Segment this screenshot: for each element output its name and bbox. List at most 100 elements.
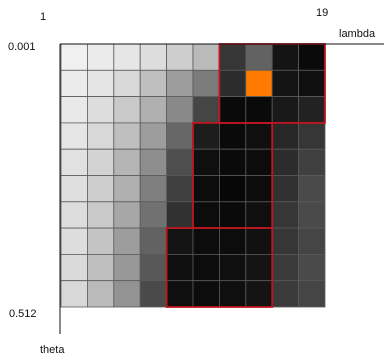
heatmap-cell — [113, 96, 141, 124]
heatmap-cell — [218, 227, 247, 255]
heatmap-cell — [192, 253, 220, 282]
heatmap-cell — [298, 201, 326, 229]
heatmap-cell — [139, 175, 167, 203]
heatmap-cell — [218, 43, 247, 71]
heatmap-cell — [218, 175, 247, 203]
y-start-label: 0.001 — [8, 41, 36, 53]
heatmap-cell — [245, 175, 273, 203]
heatmap-cell — [192, 280, 220, 308]
heatmap-cell — [166, 201, 194, 229]
heatmap-cell — [166, 280, 194, 308]
heatmap-cell — [113, 280, 141, 308]
heatmap-cell — [218, 96, 247, 124]
heatmap-cell — [192, 96, 220, 124]
heatmap-cell — [192, 148, 220, 176]
heatmap-cell — [139, 201, 167, 229]
heatmap-cell — [271, 122, 300, 150]
heatmap-cell — [166, 96, 194, 124]
heatmap-cell — [87, 122, 115, 150]
heatmap-cell — [166, 227, 194, 255]
heatmap-cell — [60, 122, 88, 150]
heatmap-cell — [87, 175, 115, 203]
heatmap-cell — [87, 148, 115, 176]
x-start-label: 1 — [40, 11, 46, 23]
heatmap-cell — [271, 280, 300, 308]
y-axis-title: theta — [40, 344, 65, 356]
heatmap-cell — [113, 201, 141, 229]
heatmap-cell — [245, 201, 273, 229]
heatmap-cell — [245, 43, 273, 71]
heatmap-cell — [113, 175, 141, 203]
heatmap-cell — [113, 227, 141, 255]
heatmap-cell — [218, 280, 247, 308]
heatmap-cell — [113, 253, 141, 282]
heatmap-cells — [60, 43, 326, 308]
heatmap-cell — [60, 96, 88, 124]
heatmap-cell — [87, 201, 115, 229]
heatmap-cell — [271, 148, 300, 176]
x-axis-title: lambda — [339, 28, 376, 40]
heatmap-cell — [166, 253, 194, 282]
x-end-label: 19 — [316, 7, 328, 19]
heatmap-cell — [245, 280, 273, 308]
heatmap-cell — [113, 148, 141, 176]
heatmap-cell — [271, 175, 300, 203]
heatmap-cell — [87, 96, 115, 124]
heatmap-cell — [245, 227, 273, 255]
heatmap-cell — [192, 43, 220, 71]
heatmap-cell — [218, 148, 247, 176]
heatmap-cell — [166, 175, 194, 203]
heatmap-cell — [139, 148, 167, 176]
heatmap-cell — [298, 122, 326, 150]
heatmap-cell — [87, 69, 115, 98]
heatmap-cell — [192, 201, 220, 229]
heatmap-cell — [87, 280, 115, 308]
heatmap-cell — [166, 122, 194, 150]
heatmap-cell — [166, 148, 194, 176]
heatmap-cell — [113, 43, 141, 71]
heatmap-cell — [271, 201, 300, 229]
heatmap-cell — [245, 148, 273, 176]
heatmap-cell — [139, 69, 167, 98]
heatmap-cell — [87, 227, 115, 255]
heatmap-cell — [245, 122, 273, 150]
heatmap-cell — [166, 69, 194, 98]
heatmap-cell — [113, 69, 141, 98]
heatmap-cell — [245, 96, 273, 124]
heatmap-cell — [60, 43, 88, 71]
heatmap-cell — [271, 253, 300, 282]
heatmap-cell — [113, 122, 141, 150]
heatmap-cell — [218, 122, 247, 150]
heatmap-cell — [271, 69, 300, 98]
heatmap-cell — [271, 96, 300, 124]
heatmap-cell — [139, 96, 167, 124]
heatmap-cell — [298, 175, 326, 203]
heatmap-cell — [60, 69, 88, 98]
heatmap-cell — [166, 43, 194, 71]
heatmap-cell — [218, 253, 247, 282]
heatmap-cell — [60, 253, 88, 282]
heatmap-cell — [298, 148, 326, 176]
heatmap-cell — [298, 280, 326, 308]
heatmap-cell — [218, 69, 247, 98]
heatmap-cell — [192, 227, 220, 255]
heatmap-cell — [271, 43, 300, 71]
heatmap-cell — [245, 253, 273, 282]
highlight-cell — [245, 69, 273, 98]
heatmap-cell — [60, 175, 88, 203]
heatmap-cell — [192, 69, 220, 98]
heatmap-cell — [218, 201, 247, 229]
heatmap-cell — [139, 253, 167, 282]
heatmap-cell — [87, 253, 115, 282]
heatmap-cell — [139, 43, 167, 71]
heatmap-cell — [87, 43, 115, 71]
heatmap-cell — [60, 201, 88, 229]
heatmap-cell — [298, 96, 326, 124]
heatmap-cell — [298, 43, 326, 71]
heatmap-cell — [298, 253, 326, 282]
y-end-label: 0.512 — [9, 308, 37, 320]
heatmap-cell — [298, 69, 326, 98]
heatmap-cell — [60, 227, 88, 255]
heatmap-cell — [192, 122, 220, 150]
